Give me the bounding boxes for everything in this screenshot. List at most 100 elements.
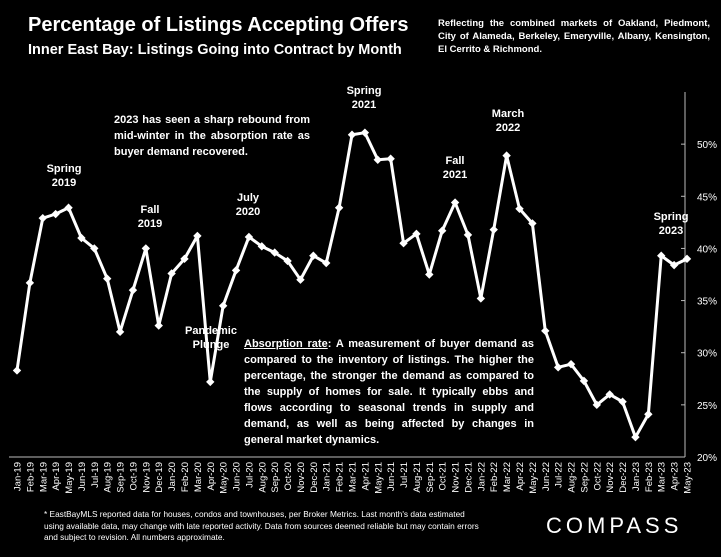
x-axis: Jan-19 Feb-19 Mar-19 Apr-19 May-19 Jun-19 Jul-… [9,456,694,494]
x-tick-label: Jul-21 [399,462,410,488]
x-tick-label: Mar-23 [657,462,668,492]
x-tick-label: Oct-19 [128,462,139,491]
data-point [541,326,550,336]
x-tick-label: Mar-22 [502,462,513,492]
annotation-line: Spring [46,163,82,175]
data-point [102,274,112,283]
markets-note: Reflecting the combined markets of Oakla… [438,18,710,55]
x-tick-label: Jun-21 [386,462,397,491]
data-point [657,251,666,260]
data-point [566,359,576,369]
data-point [502,151,511,160]
x-tick-label: Jul-19 [90,462,101,488]
annotation-line: 2021 [351,99,377,111]
data-point [296,275,305,284]
x-tick-label: Feb-22 [489,462,500,492]
data-point [206,377,215,387]
data-point [450,198,460,207]
data-point [244,232,254,242]
data-point [489,225,498,234]
y-axis: 20% 25% 30% 35% 40% 45% 50% [681,92,717,464]
data-point [347,130,357,139]
data-point [309,251,318,260]
data-point [618,397,627,406]
data-point [425,270,434,279]
y-tick-label: 20% [697,453,717,464]
compass-logo: COMPASS [546,513,683,538]
x-tick-label: Feb-23 [644,462,655,492]
x-tick-label: Oct-21 [438,462,449,491]
x-tick-label: Apr-22 [515,462,526,491]
data-point [605,390,614,399]
line-chart: 20% 25% 30% 35% 40% 45% 50% Jan-19 Feb-19 Mar-19… [9,92,717,494]
x-tick-label: Nov-19 [141,462,152,493]
x-tick-label: Apr-21 [360,462,371,491]
y-tick-label: 40% [697,244,717,255]
x-tick-label: Dec-20 [309,462,320,493]
data-point [77,233,86,243]
x-tick-label: Mar-21 [348,462,359,492]
x-tick-label: May-21 [373,462,384,494]
data-point [25,278,35,288]
data-point [631,432,640,442]
annotation-line: Spring [653,211,689,223]
x-tick-label: Aug-20 [257,462,268,493]
data-point [218,301,228,310]
x-tick-label: Jul-22 [554,462,565,488]
data-point [283,256,292,266]
data-point [270,248,279,257]
x-tick-label: Sep-19 [116,462,127,493]
data-point [579,376,589,386]
x-tick-label: Dec-22 [618,462,629,493]
y-tick-label: 50% [697,140,717,151]
x-tick-label: Jan-19 [13,462,24,491]
data-point [231,266,241,275]
x-tick-label: Aug-21 [412,462,423,493]
data-point [115,327,125,337]
data-point [463,230,473,240]
annotation-line: Fall [140,204,160,216]
annotation-line: March [491,108,525,120]
x-tick-label: Dec-19 [154,462,165,493]
x-tick-label: Nov-20 [296,462,307,493]
x-tick-label: Aug-22 [567,462,578,493]
x-tick-label: Aug-19 [103,462,114,493]
annotation-fall-2021: Fall 2021 [429,154,481,182]
annotation-line: July [236,192,259,204]
data-point [141,244,151,253]
x-tick-label: Nov-22 [605,462,616,493]
annotation-line: 2023 [658,225,684,237]
data-points [12,128,692,442]
x-tick-label: Oct-20 [283,462,294,491]
y-tick-label: 30% [697,349,717,360]
y-tick-label: 45% [697,192,717,203]
data-point [528,219,537,228]
annotation-line: 2022 [495,122,521,134]
x-tick-label: Apr-23 [670,462,681,491]
x-tick-label: Feb-20 [180,462,191,492]
data-point [669,260,679,270]
data-point [154,321,163,330]
x-tick-label: Jan-20 [167,462,178,491]
x-tick-label: Mar-19 [38,462,49,492]
chart-subtitle: Inner East Bay: Listings Going into Cont… [28,42,402,58]
data-point [322,258,331,268]
data-point [553,363,563,372]
data-point [38,213,47,223]
x-tick-label: Sep-22 [579,462,590,493]
x-tick-label: Apr-19 [51,462,62,491]
data-point [51,209,60,219]
annotation-july-2020: July 2020 [222,191,274,219]
x-tick-label: Dec-21 [463,462,474,493]
data-point [515,204,524,213]
annotation-line: 2020 [235,206,261,218]
data-point [373,155,382,164]
annotation-line: 2021 [442,169,468,181]
data-point [437,226,447,235]
data-point [412,229,421,239]
x-tick-label: Oct-22 [592,462,603,491]
data-point [386,154,395,163]
x-tick-label: Sep-20 [270,462,281,493]
x-tick-label: May-22 [528,462,539,494]
data-point [12,366,22,375]
